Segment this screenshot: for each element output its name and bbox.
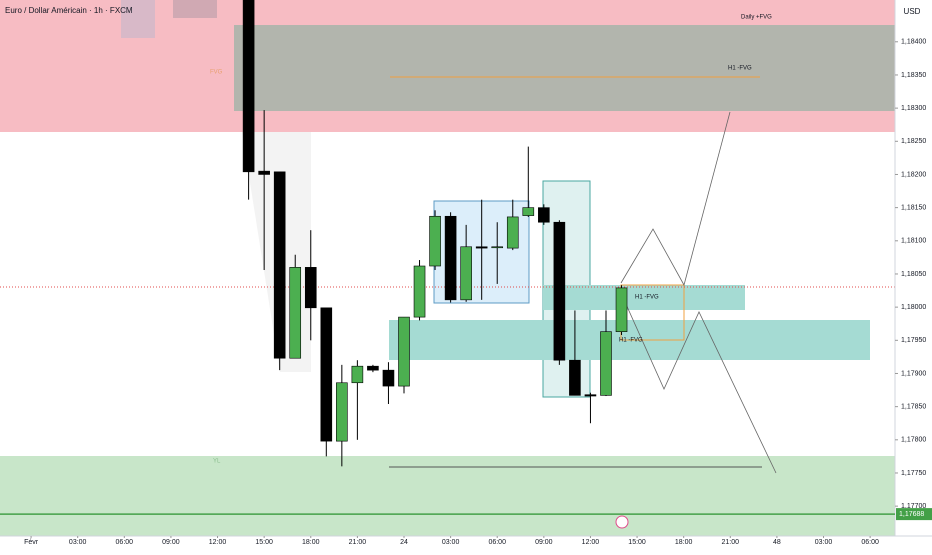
candle-body: [444, 215, 457, 301]
x-tick-label: 06:00: [861, 539, 879, 546]
x-tick-label: 18:00: [675, 539, 693, 546]
y-tick-label: 1,18350: [901, 72, 926, 79]
candle-body: [242, 0, 255, 173]
y-tick-label: 1,18100: [901, 238, 926, 245]
y-tick-label: 1,17700: [901, 503, 926, 510]
x-tick-label: 09:00: [535, 539, 553, 546]
x-tick-label: 03:00: [69, 539, 87, 546]
candle-body: [584, 394, 597, 397]
candle-body: [413, 265, 426, 318]
price-marker-label: 1,17688: [899, 511, 924, 518]
annotation: FVG: [210, 70, 223, 76]
x-tick-label: 18:00: [302, 539, 320, 546]
candle-body: [491, 246, 504, 249]
x-tick-label: 03:00: [815, 539, 833, 546]
annotation: H1 -FVG: [635, 295, 659, 301]
x-tick-label: 48: [773, 539, 781, 546]
fvg-zone: [543, 285, 745, 310]
x-tick-label: 12:00: [582, 539, 600, 546]
x-tick-label: 15:00: [628, 539, 646, 546]
candle-body: [398, 316, 410, 387]
candles: [242, 0, 628, 467]
zones: [0, 0, 895, 536]
small-zone: [121, 0, 155, 38]
annotation: H1 -FVG: [619, 338, 643, 344]
y-tick-label: 1,17750: [901, 470, 926, 477]
candle-body: [460, 246, 472, 301]
x-tick-label: 12:00: [209, 539, 227, 546]
projection: [620, 111, 731, 287]
y-tick-label: 1,18250: [901, 138, 926, 145]
daily-fvg-zone: [234, 25, 895, 111]
candle-body: [615, 287, 628, 332]
y-tick-label: 1,17800: [901, 437, 926, 444]
y-tick-label: 1,17900: [901, 370, 926, 377]
x-tick-label: 21:00: [722, 539, 740, 546]
y-tick-label: 1,18300: [901, 105, 926, 112]
y-tick-label: 1,17950: [901, 337, 926, 344]
candle-body: [429, 215, 441, 267]
small-zone: [173, 0, 217, 18]
candle-body: [367, 365, 379, 371]
candle-body: [382, 369, 395, 387]
candle-body: [506, 216, 519, 249]
y-tick-label: 1,18400: [901, 39, 926, 46]
y-tick-label: 1,18050: [901, 271, 926, 278]
candle-body: [600, 331, 612, 396]
candle-body: [273, 171, 286, 359]
candle-body: [351, 365, 364, 384]
annotation: H1 -FVG: [728, 66, 752, 72]
candle-body: [289, 267, 302, 359]
candle-body: [553, 221, 566, 361]
candle-body: [522, 207, 535, 216]
candle-body: [538, 207, 550, 223]
y-tick-label: 1,18200: [901, 171, 926, 178]
demand-zone: [0, 456, 895, 536]
projection: [620, 292, 777, 474]
candle-body: [320, 307, 333, 442]
x-tick-label: 21:00: [349, 539, 367, 546]
candle-body: [475, 246, 488, 249]
x-tick-label: 03:00: [442, 539, 460, 546]
x-tick-label: Févr: [24, 539, 39, 546]
y-tick-label: 1,18000: [901, 304, 926, 311]
y-tick-label: 1,17850: [901, 403, 926, 410]
x-tick-label: 06:00: [488, 539, 506, 546]
currency: USD: [904, 7, 921, 16]
chart-title: Euro / Dollar Américain · 1h · FXCM: [5, 6, 133, 15]
event-icon[interactable]: [615, 515, 629, 529]
x-tick-label: 24: [400, 539, 408, 546]
candle-body: [304, 267, 317, 309]
x-tick-label: 09:00: [162, 539, 180, 546]
candle-body: [258, 170, 270, 175]
annotation: Daily +FVG: [741, 15, 772, 21]
annotation: YL: [213, 459, 221, 465]
y-tick-label: 1,18150: [901, 204, 926, 211]
x-tick-label: 15:00: [255, 539, 273, 546]
candle-body: [336, 382, 348, 442]
price-marker-box: [896, 508, 932, 521]
candle-body: [569, 359, 581, 396]
x-tick-label: 06:00: [116, 539, 134, 546]
